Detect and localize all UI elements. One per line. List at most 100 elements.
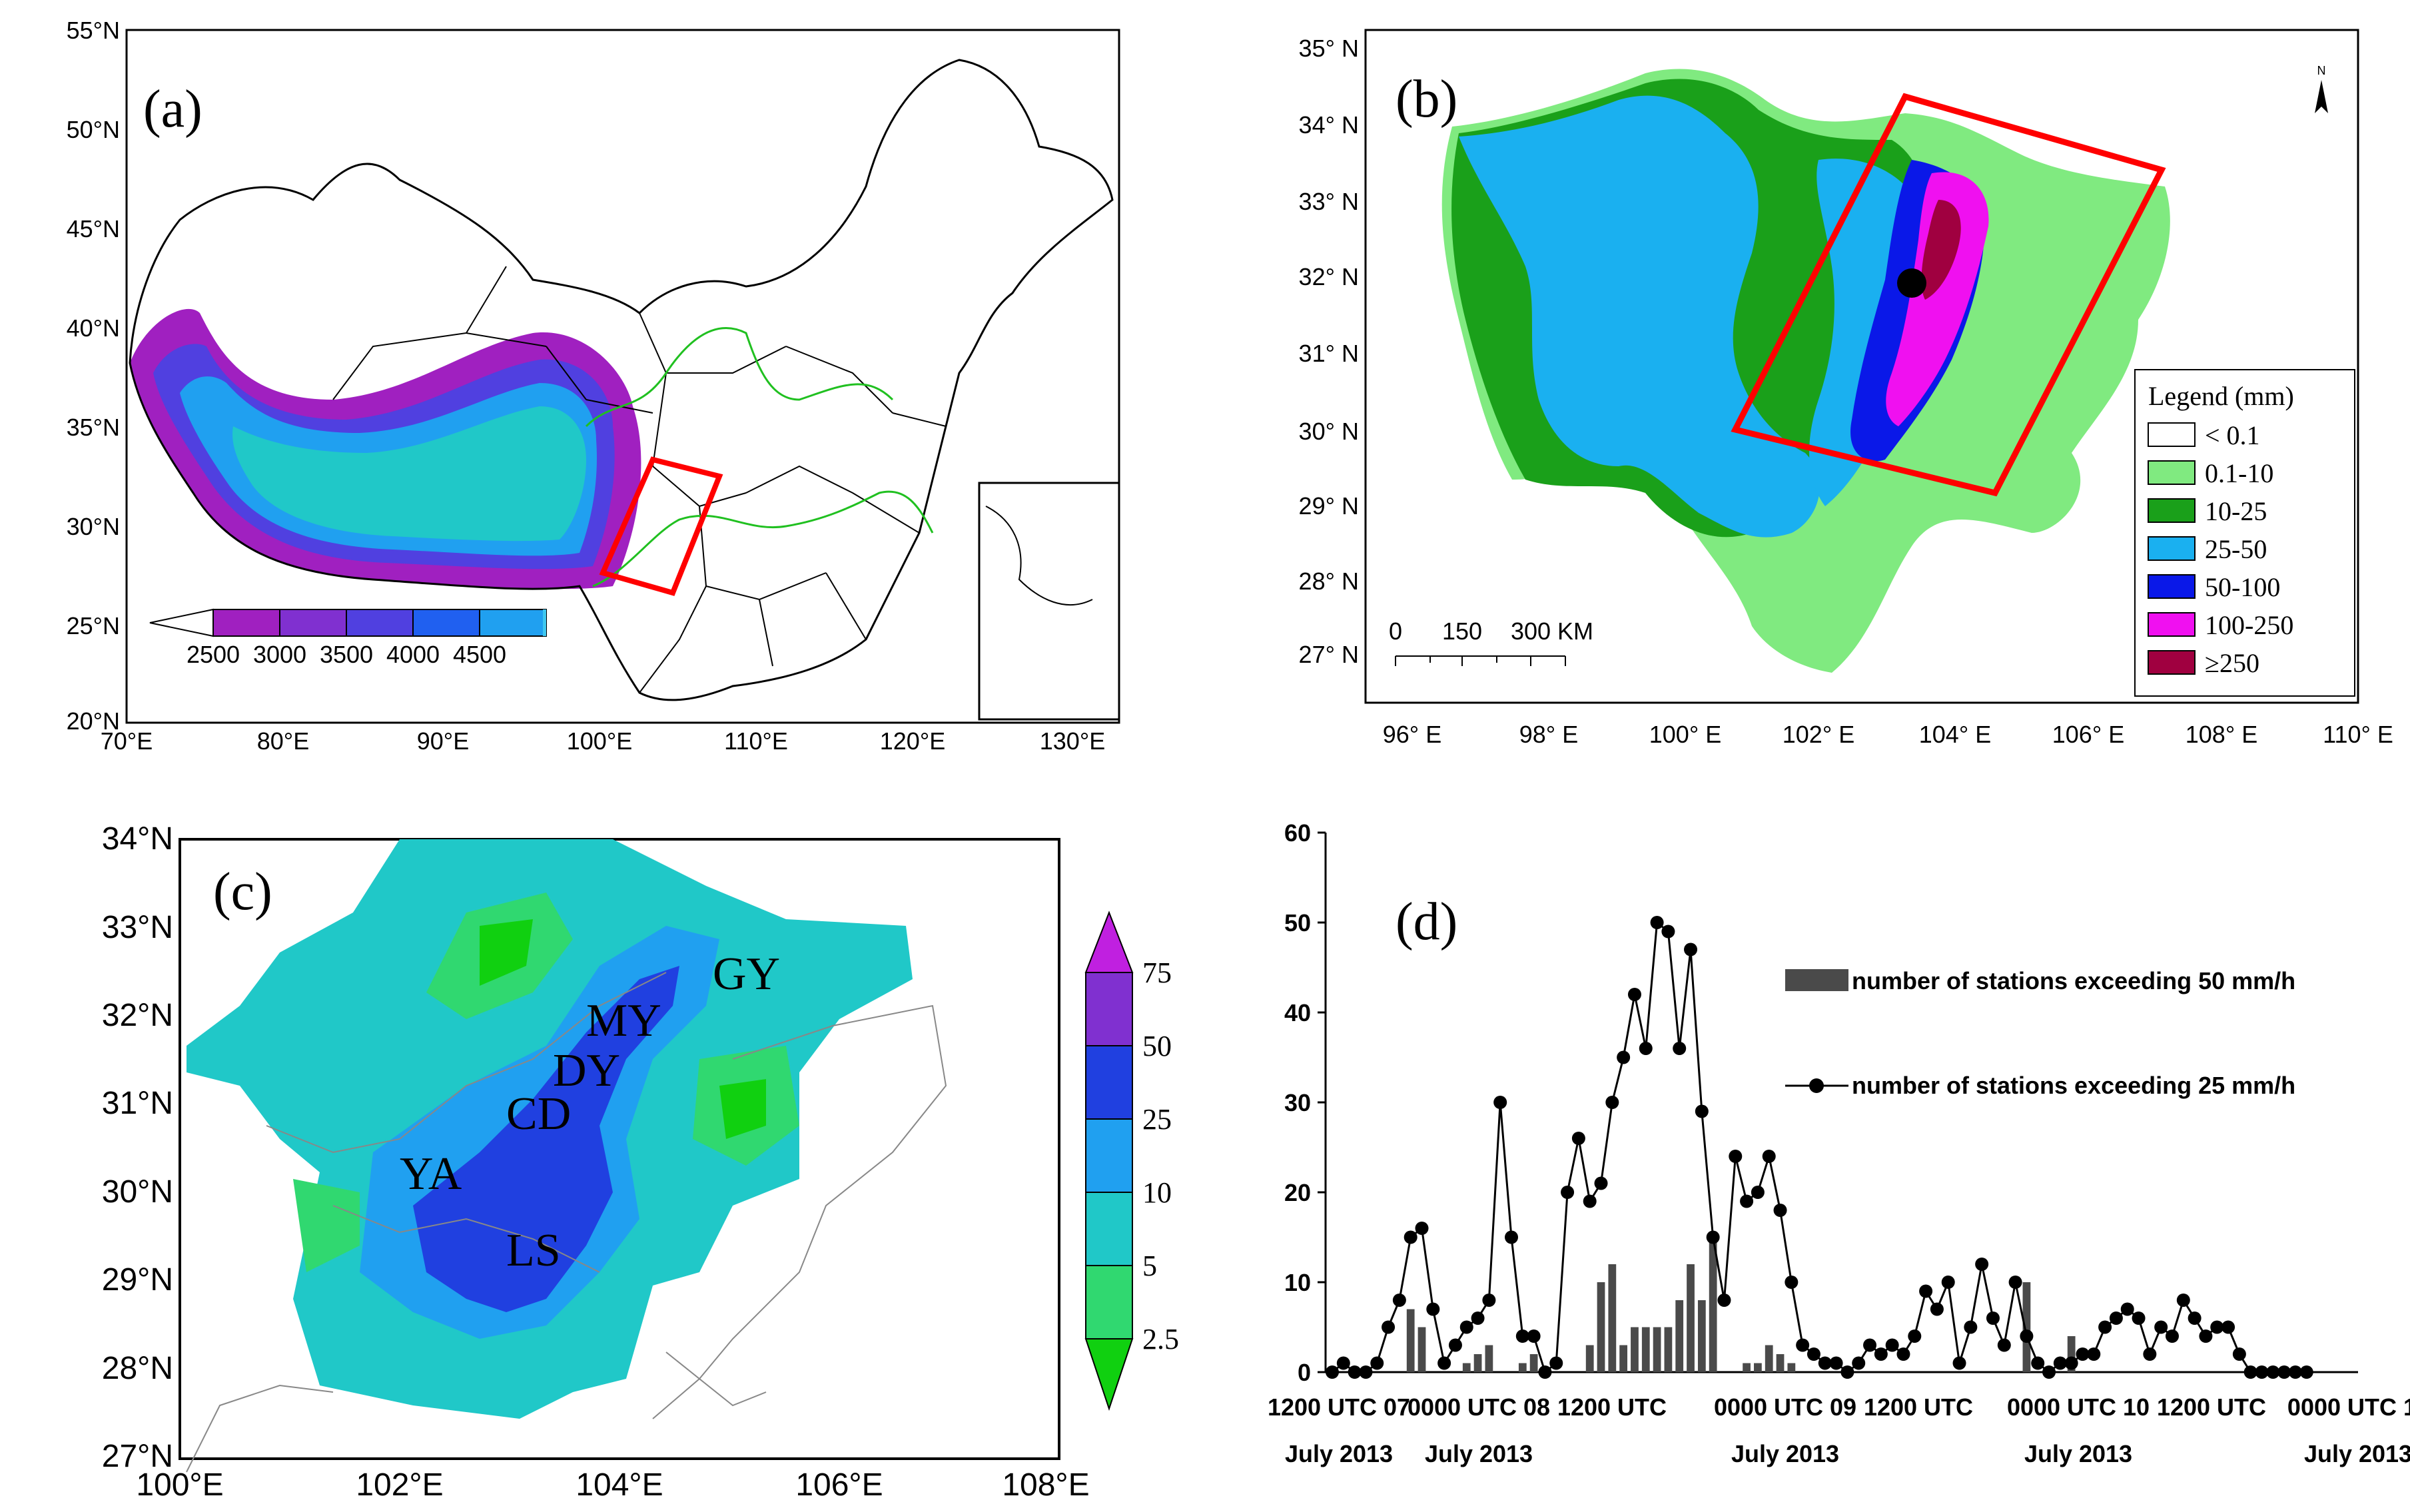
legend-item-label: ≥250 — [2205, 648, 2259, 678]
line-point — [1807, 1347, 1820, 1361]
bar — [1608, 1264, 1617, 1372]
colorbar-c-seg — [1085, 1265, 1133, 1339]
city-label-dy: DY — [553, 1045, 620, 1096]
bar — [1664, 1327, 1673, 1372]
line-point — [2087, 1347, 2101, 1361]
colorbar-a-right-tip — [543, 609, 546, 636]
panel-b-lat-tick: 27° N — [1299, 641, 1359, 668]
panel-c-lon-tick: 102°E — [356, 1467, 443, 1503]
panel-b-label: (b) — [1396, 70, 1457, 129]
panel-a-lon-tick: 100°E — [567, 727, 632, 755]
line-point — [1986, 1312, 2000, 1325]
province-25-50 — [1459, 95, 1820, 538]
yellow-river — [585, 327, 894, 428]
line-point — [1975, 1258, 1989, 1271]
panel-d-chart: 0 10 20 30 40 50 60 1200 UTC 07 July 2013 0000 UT… — [1268, 819, 2410, 1467]
panel-c-lon-tick: 100°E — [136, 1467, 223, 1503]
y-tick-label: 50 — [1284, 909, 1311, 937]
legend-bar-swatch — [1785, 969, 1848, 991]
colorbar-c-label: 25 — [1142, 1103, 1172, 1136]
legend-item-label: 100-250 — [2205, 610, 2293, 640]
x-tick-sublabel: July 2013 — [1425, 1440, 1533, 1467]
panel-b-lon-tick: 108° E — [2186, 721, 2257, 748]
line-point — [1617, 1050, 1631, 1064]
line-point — [1919, 1284, 1933, 1298]
panel-a-lon-tick: 90°E — [417, 727, 469, 755]
line-point — [1336, 1356, 1350, 1370]
colorbar-c-seg — [1085, 972, 1133, 1046]
colorbar-a-label: 4000 — [386, 641, 440, 668]
bar — [1619, 1345, 1628, 1372]
colorbar-a-label: 3000 — [253, 641, 306, 668]
bar — [1485, 1345, 1493, 1372]
bar — [1518, 1363, 1527, 1372]
line-point — [1717, 1294, 1731, 1307]
bar — [1597, 1282, 1605, 1372]
panel-c: GY MY DY CD YA LS 75 50 25 10 5 2.5 (c) … — [102, 821, 1179, 1503]
line-point — [1382, 1320, 1396, 1334]
province-100-250 — [1886, 172, 1989, 426]
scale-label: 300 KM — [1511, 617, 1593, 645]
panel-a-lon-tick: 130°E — [1040, 727, 1105, 755]
x-tick-label: 0000 UTC 08 — [1407, 1393, 1550, 1421]
line-point — [2299, 1365, 2313, 1379]
line-point — [1370, 1356, 1384, 1370]
legend-line-marker — [1809, 1078, 1824, 1093]
scale-label: 150 — [1442, 617, 1482, 645]
scale-bar — [1395, 655, 1566, 666]
y-tick-label: 60 — [1284, 819, 1311, 847]
precip-2.5 — [293, 893, 799, 1272]
colorbar-a-label: 3500 — [320, 641, 373, 668]
bar — [1417, 1327, 1426, 1372]
bar — [1462, 1363, 1471, 1372]
line-point — [1785, 1276, 1799, 1289]
line-point — [1852, 1356, 1866, 1370]
legend-item-label: 0.1-10 — [2205, 458, 2273, 488]
line-point — [2210, 1320, 2224, 1334]
line-point — [1840, 1365, 1854, 1379]
line-point — [1448, 1338, 1462, 1352]
plateau-core — [232, 406, 587, 542]
bar — [1787, 1363, 1796, 1372]
legend-item-label: 10-25 — [2205, 496, 2267, 526]
line-point — [1493, 1096, 1507, 1109]
x-tick-label: 0000 UTC 10 — [2007, 1393, 2150, 1421]
line-point — [2199, 1329, 2213, 1343]
bar — [1776, 1354, 1785, 1372]
line-point — [1392, 1294, 1406, 1307]
legend-item-label: < 0.1 — [2205, 420, 2260, 450]
line-point — [1751, 1186, 1765, 1199]
city-label-cd: CD — [506, 1088, 571, 1140]
panel-c-lat-tick: 27°N — [102, 1439, 173, 1474]
line-point — [1863, 1338, 1877, 1352]
north-arrow-icon — [2315, 80, 2328, 113]
north-arrow-label: N — [2317, 64, 2326, 77]
line-point — [1404, 1230, 1417, 1244]
panel-c-lon-tick: 108°E — [1002, 1467, 1089, 1503]
panel-a-lon-tick: 70°E — [101, 727, 153, 755]
panel-a-lon-tick: 80°E — [257, 727, 309, 755]
line-point — [1583, 1194, 1597, 1208]
line-point — [2098, 1320, 2112, 1334]
line-point — [1515, 1329, 1529, 1343]
bar — [1473, 1354, 1482, 1372]
precip-lt2.5 — [480, 919, 766, 1139]
line-point — [2165, 1329, 2179, 1343]
line-point — [1695, 1104, 1709, 1118]
line-point — [2109, 1312, 2123, 1325]
line-point — [1729, 1150, 1743, 1163]
line-point — [2266, 1365, 2280, 1379]
bar — [1653, 1327, 1661, 1372]
colorbar-c-seg — [1085, 1118, 1133, 1193]
line-point — [1627, 988, 1641, 1001]
panel-b-lon-tick: 106° E — [2052, 721, 2124, 748]
line-point — [2154, 1320, 2168, 1334]
line-point — [1941, 1276, 1955, 1289]
legend-item-label: 50-100 — [2205, 572, 2280, 602]
colorbar-a-label: 4500 — [453, 641, 506, 668]
panel-c-lat-tick: 31°N — [102, 1086, 173, 1121]
x-tick-sublabel: July 2013 — [1285, 1440, 1393, 1467]
panel-b-lat-tick: 31° N — [1299, 340, 1359, 367]
line-point — [2221, 1320, 2235, 1334]
colorbar-a-seg3 — [346, 609, 414, 637]
